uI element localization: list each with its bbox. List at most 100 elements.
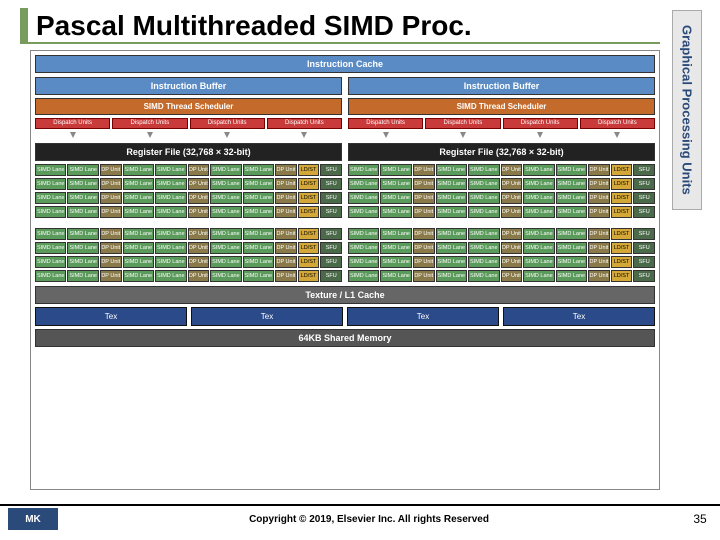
down-arrow-icon — [503, 132, 578, 140]
page-number: 35 — [680, 512, 720, 526]
tex-unit: Tex — [35, 307, 187, 326]
simd-thread-scheduler: SIMD Thread Scheduler — [348, 98, 655, 115]
simd-cell: SIMD Lane — [210, 206, 241, 218]
dp-cell: DP Unit — [188, 242, 210, 254]
simd-cell: SIMD Lane — [123, 206, 154, 218]
lane-row: SIMD LaneSIMD LaneDP UnitSIMD LaneSIMD L… — [348, 242, 655, 254]
simd-cell: SIMD Lane — [380, 256, 411, 268]
dispatch-unit: Dispatch Units — [112, 118, 187, 129]
lane-row: SIMD LaneSIMD LaneDP UnitSIMD LaneSIMD L… — [35, 192, 342, 204]
ldst-cell: LD/ST — [611, 242, 633, 254]
lane-row: SIMD LaneSIMD LaneDP UnitSIMD LaneSIMD L… — [348, 192, 655, 204]
down-arrow-icon — [580, 132, 655, 140]
instruction-buffer: Instruction Buffer — [348, 77, 655, 95]
simd-cell: SIMD Lane — [523, 178, 554, 190]
dp-cell: DP Unit — [588, 228, 610, 240]
instruction-cache: Instruction Cache — [35, 55, 655, 73]
dp-cell: DP Unit — [501, 270, 523, 282]
two-halves: Instruction Buffer SIMD Thread Scheduler D… — [35, 77, 655, 282]
simd-cell: SIMD Lane — [35, 192, 66, 204]
dp-cell: DP Unit — [100, 256, 122, 268]
down-arrow-icon — [190, 132, 265, 140]
dp-cell: DP Unit — [188, 164, 210, 176]
dp-cell: DP Unit — [413, 256, 435, 268]
sfu-cell: SFU — [320, 256, 342, 268]
sfu-cell: SFU — [633, 242, 655, 254]
simd-cell: SIMD Lane — [210, 242, 241, 254]
simd-cell: SIMD Lane — [348, 178, 379, 190]
simd-cell: SIMD Lane — [468, 270, 499, 282]
simd-cell: SIMD Lane — [468, 164, 499, 176]
ldst-cell: LD/ST — [298, 242, 320, 254]
dp-cell: DP Unit — [100, 164, 122, 176]
simd-cell: SIMD Lane — [348, 206, 379, 218]
simd-cell: SIMD Lane — [243, 256, 274, 268]
simd-cell: SIMD Lane — [243, 228, 274, 240]
dp-cell: DP Unit — [588, 256, 610, 268]
simd-cell: SIMD Lane — [210, 256, 241, 268]
simd-cell: SIMD Lane — [348, 242, 379, 254]
simd-cell: SIMD Lane — [210, 270, 241, 282]
simd-cell: SIMD Lane — [35, 164, 66, 176]
instruction-buffer: Instruction Buffer — [35, 77, 342, 95]
simd-cell: SIMD Lane — [348, 164, 379, 176]
ldst-cell: LD/ST — [298, 256, 320, 268]
tex-unit: Tex — [503, 307, 655, 326]
simd-cell: SIMD Lane — [380, 228, 411, 240]
ldst-cell: LD/ST — [298, 206, 320, 218]
down-arrow-icon — [35, 132, 110, 140]
simd-cell: SIMD Lane — [436, 242, 467, 254]
sfu-cell: SFU — [633, 256, 655, 268]
sfu-cell: SFU — [320, 270, 342, 282]
sfu-cell: SFU — [633, 228, 655, 240]
ldst-cell: LD/ST — [611, 178, 633, 190]
dp-cell: DP Unit — [188, 270, 210, 282]
copyright-text: Copyright © 2019, Elsevier Inc. All righ… — [58, 514, 680, 525]
dp-cell: DP Unit — [275, 178, 297, 190]
dp-cell: DP Unit — [501, 164, 523, 176]
simd-cell: SIMD Lane — [155, 192, 186, 204]
simd-cell: SIMD Lane — [380, 242, 411, 254]
title-accent — [20, 8, 28, 44]
dp-cell: DP Unit — [413, 164, 435, 176]
texture-l1-cache: Texture / L1 Cache — [35, 286, 655, 304]
dispatch-arrows — [348, 132, 655, 140]
simd-cell: SIMD Lane — [348, 256, 379, 268]
lane-row: SIMD LaneSIMD LaneDP UnitSIMD LaneSIMD L… — [35, 228, 342, 240]
lane-row: SIMD LaneSIMD LaneDP UnitSIMD LaneSIMD L… — [348, 270, 655, 282]
simd-cell: SIMD Lane — [243, 164, 274, 176]
dispatch-unit: Dispatch Units — [35, 118, 110, 129]
footer: MK Copyright © 2019, Elsevier Inc. All r… — [0, 504, 720, 532]
lane-row: SIMD LaneSIMD LaneDP UnitSIMD LaneSIMD L… — [348, 256, 655, 268]
dp-cell: DP Unit — [413, 178, 435, 190]
simd-cell: SIMD Lane — [210, 228, 241, 240]
simd-cell: SIMD Lane — [67, 192, 98, 204]
simd-cell: SIMD Lane — [123, 270, 154, 282]
simd-cell: SIMD Lane — [35, 256, 66, 268]
ldst-cell: LD/ST — [298, 192, 320, 204]
dp-cell: DP Unit — [275, 164, 297, 176]
simd-cell: SIMD Lane — [436, 206, 467, 218]
simd-cell: SIMD Lane — [556, 256, 587, 268]
down-arrow-icon — [425, 132, 500, 140]
simd-cell: SIMD Lane — [155, 206, 186, 218]
ldst-cell: LD/ST — [611, 228, 633, 240]
simd-cell: SIMD Lane — [523, 228, 554, 240]
dp-cell: DP Unit — [275, 270, 297, 282]
simd-cell: SIMD Lane — [468, 242, 499, 254]
simd-cell: SIMD Lane — [67, 242, 98, 254]
sfu-cell: SFU — [633, 206, 655, 218]
lane-row: SIMD LaneSIMD LaneDP UnitSIMD LaneSIMD L… — [35, 206, 342, 218]
dp-cell: DP Unit — [188, 228, 210, 240]
simd-cell: SIMD Lane — [523, 206, 554, 218]
dispatch-unit: Dispatch Units — [348, 118, 423, 129]
lane-block: SIMD LaneSIMD LaneDP UnitSIMD LaneSIMD L… — [348, 228, 655, 282]
simd-cell: SIMD Lane — [210, 192, 241, 204]
simd-cell: SIMD Lane — [556, 206, 587, 218]
simd-cell: SIMD Lane — [123, 178, 154, 190]
dp-cell: DP Unit — [413, 192, 435, 204]
simd-cell: SIMD Lane — [35, 228, 66, 240]
simd-cell: SIMD Lane — [380, 206, 411, 218]
simd-cell: SIMD Lane — [380, 270, 411, 282]
pascal-diagram: Instruction Cache Instruction Buffer SIMD… — [30, 50, 660, 490]
